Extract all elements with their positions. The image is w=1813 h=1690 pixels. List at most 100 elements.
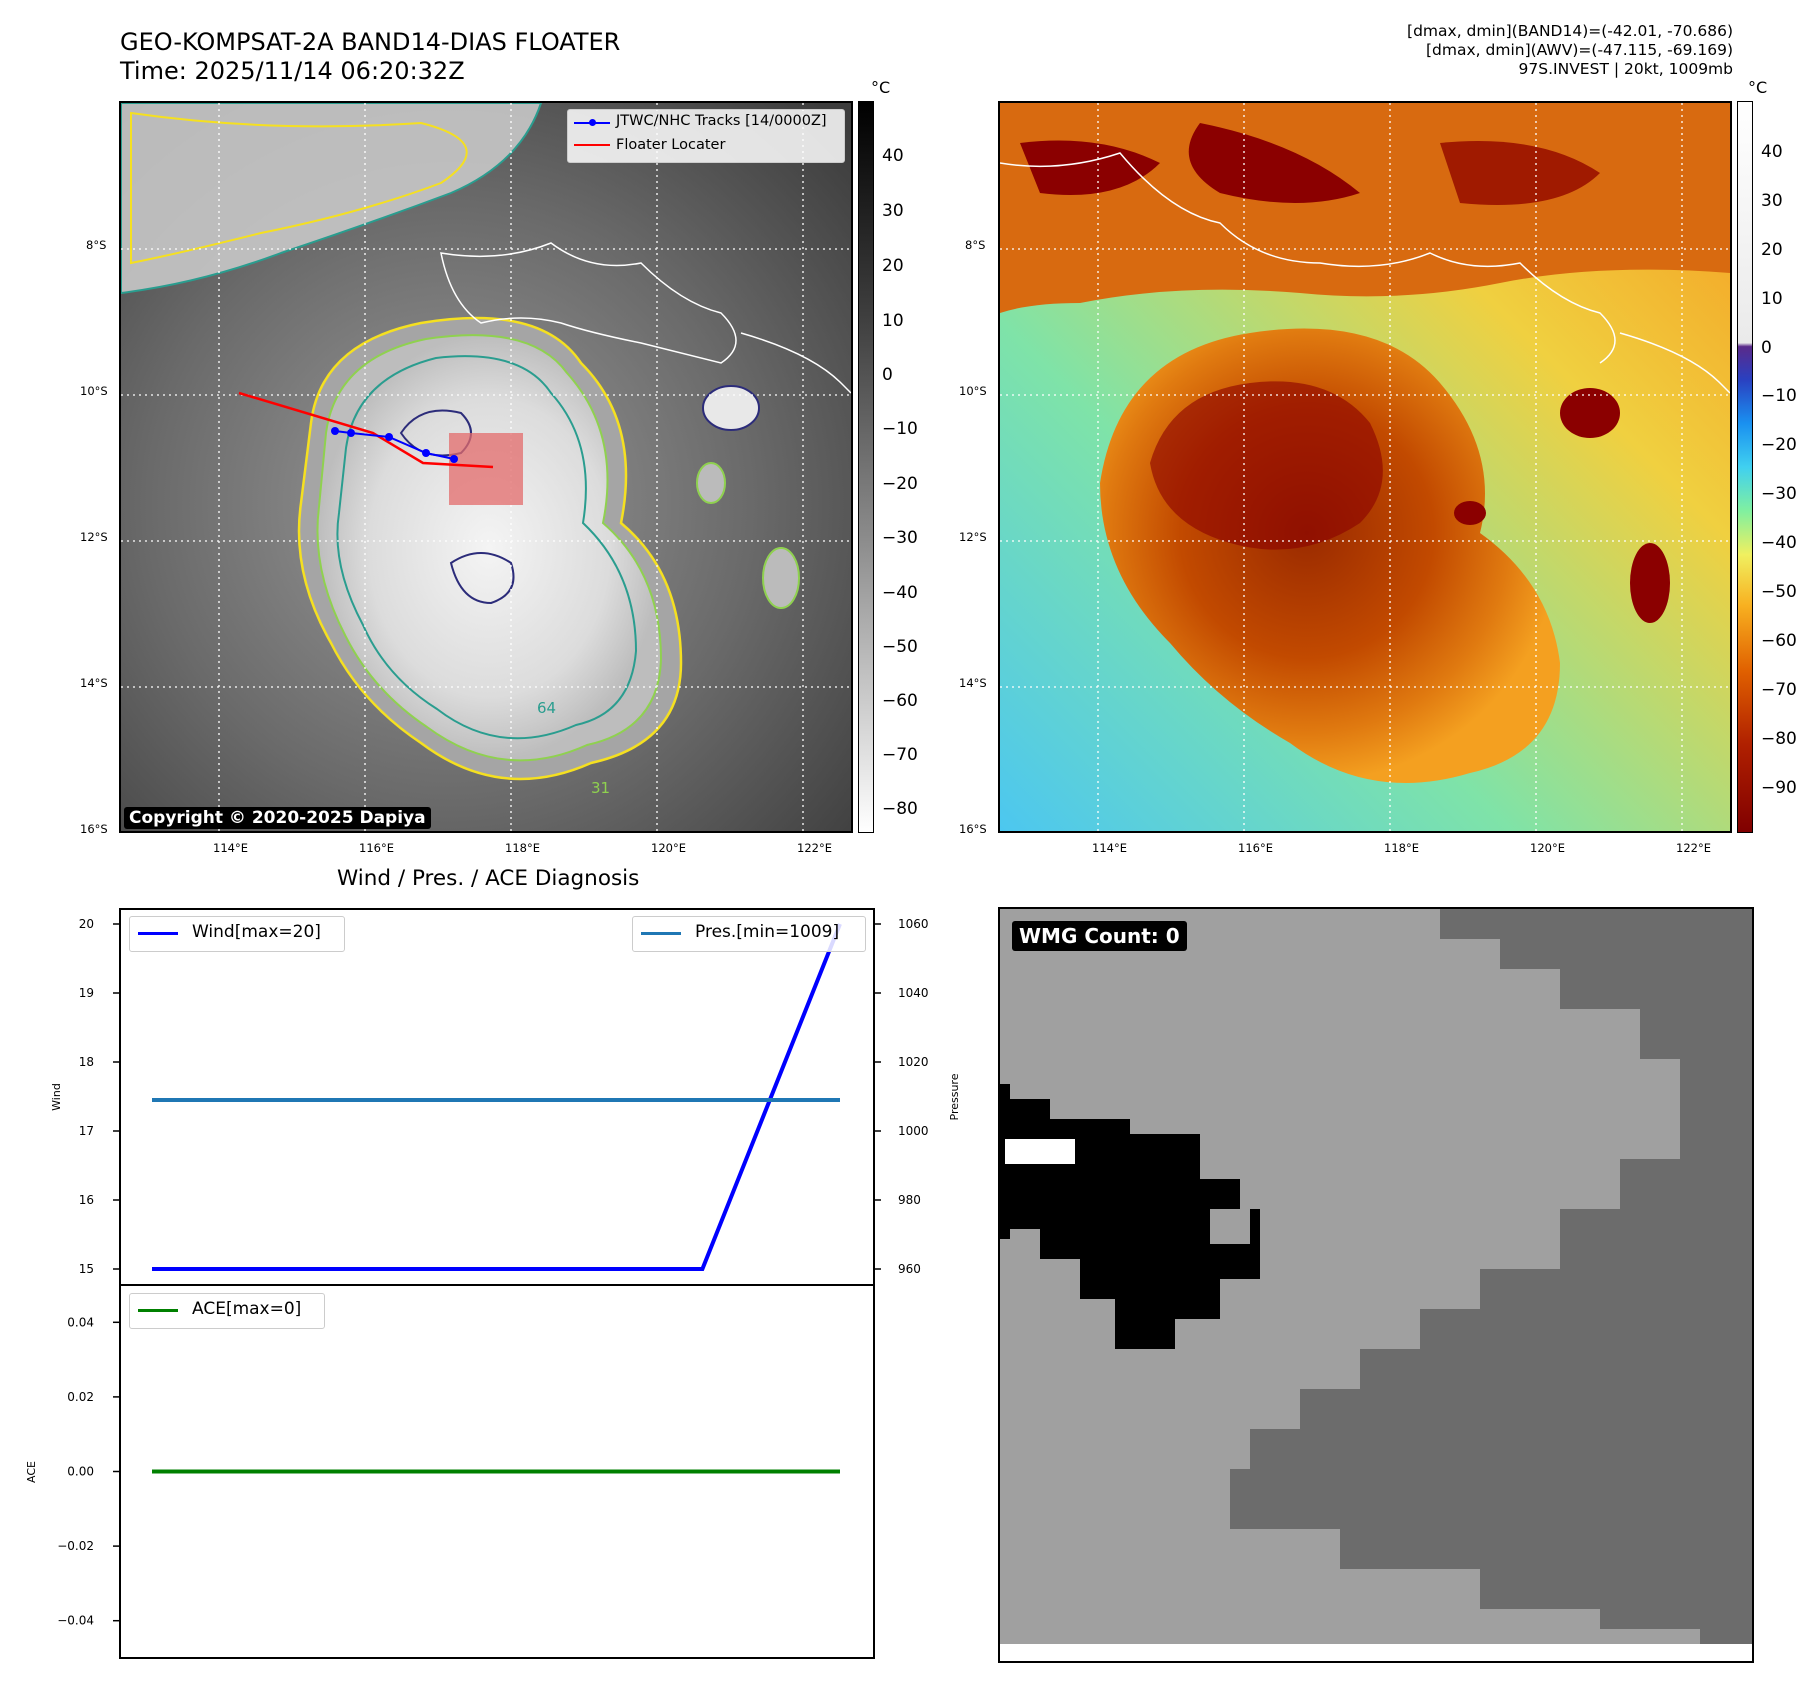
cb-right-tick: −10: [1761, 386, 1797, 406]
lon-tick: 120°E: [651, 841, 686, 855]
cb-left-tick: 40: [882, 146, 904, 166]
colorbar-left: [858, 101, 874, 833]
map-legend: JTWC/NHC Tracks [14/0000Z] Floater Locat…: [567, 109, 845, 163]
awv-gridlines: [1000, 103, 1730, 831]
lon-tick: 122°E: [797, 841, 832, 855]
legend-track-label: JTWC/NHC Tracks [14/0000Z]: [616, 113, 827, 129]
band14-map: 64 31: [121, 103, 851, 831]
lat-tick: 14°S: [959, 676, 987, 690]
cb-left-tick: −60: [882, 691, 918, 711]
legend-locater-label: Floater Locater: [616, 137, 726, 153]
cb-right-tick: 40: [1761, 142, 1783, 162]
cb-left-tick: 0: [882, 365, 893, 385]
lat-tick: 10°S: [959, 384, 987, 398]
lon-tick: 122°E: [1676, 841, 1711, 855]
colorbar-right-unit: °C: [1748, 78, 1768, 97]
legend-locater-swatch: [574, 144, 610, 146]
awv-cell-east-2: [1630, 543, 1670, 623]
cb-left-tick: −50: [882, 637, 918, 657]
pressure-legend-label: Pres.[min=1009]: [695, 922, 840, 942]
cb-right-tick: 30: [1761, 191, 1783, 211]
wind-ytick-label: 20: [79, 917, 94, 931]
awv-map-panel: [998, 101, 1732, 833]
copyright-badge: Copyright © 2020-2025 Dapiya: [124, 807, 431, 829]
lon-tick: 116°E: [359, 841, 394, 855]
lon-tick: 120°E: [1530, 841, 1565, 855]
ace-legend-label: ACE[max=0]: [192, 1299, 302, 1319]
wmg-map: [1000, 909, 1752, 1661]
contour-north: [121, 103, 543, 295]
lon-tick: 118°E: [1384, 841, 1419, 855]
ace-ytick-label: 0.00: [67, 1465, 94, 1479]
wmg-dark-region: [1230, 909, 1752, 1661]
awv-north-cell-2: [1020, 140, 1160, 195]
wmg-gray-hole: [1210, 1209, 1250, 1244]
contour-label-31: 31: [591, 779, 610, 797]
title-line-1: GEO-KOMPSAT-2A BAND14-DIAS FLOATER: [120, 28, 621, 56]
ace-ytick-label: 0.04: [67, 1315, 94, 1329]
convective-cell-1: [702, 385, 760, 431]
wind-legend-label: Wind[max=20]: [192, 922, 321, 942]
wind-axis-label: Wind: [50, 1083, 63, 1111]
ace-ytick-label: −0.04: [57, 1614, 94, 1628]
figure-title: GEO-KOMPSAT-2A BAND14-DIAS FLOATER Time:…: [120, 28, 620, 86]
cb-left-tick: −30: [882, 528, 918, 548]
lon-tick: 116°E: [1238, 841, 1273, 855]
pres-ytick-label: 980: [898, 1193, 921, 1207]
wind-ytick-label: 16: [79, 1193, 94, 1207]
wind-ytick-label: 19: [79, 986, 94, 1000]
cb-right-tick: −60: [1761, 631, 1797, 651]
wind-yticks: 15 16 17 18 19 20: [79, 917, 120, 1276]
awv-cell-east-3: [1454, 501, 1486, 525]
colorbar-left-unit: °C: [871, 78, 891, 97]
wmg-count-badge: WMG Count: 0: [1012, 921, 1187, 951]
lat-tick: 8°S: [86, 238, 107, 252]
cb-left-tick: 10: [882, 311, 904, 331]
info-line-3: 97S.INVEST | 20kt, 1009mb: [1518, 60, 1733, 78]
legend-track-swatch: [574, 116, 610, 130]
ace-legend-swatch: [138, 1309, 178, 1312]
info-line-2: [dmax, dmin](AWV)=(-47.115, -69.169): [1426, 41, 1733, 59]
ace-ytick-label: 0.02: [67, 1390, 94, 1404]
contour-teal: [336, 355, 638, 740]
awv-cell-east-1: [1560, 388, 1620, 438]
cb-right-tick: −70: [1761, 680, 1797, 700]
cb-right-tick: −80: [1761, 729, 1797, 749]
cb-left-tick: −70: [882, 745, 918, 765]
cb-right-tick: −40: [1761, 533, 1797, 553]
lat-tick: 12°S: [80, 530, 108, 544]
pressure-axis-label: Pressure: [948, 1073, 961, 1120]
pressure-legend-swatch: [641, 932, 681, 935]
awv-map: [1000, 103, 1730, 831]
pres-ytick-label: 1040: [898, 986, 929, 1000]
awv-north-cell-3: [1440, 141, 1600, 205]
ace-legend: ACE[max=0]: [129, 1293, 325, 1329]
lat-tick: 14°S: [80, 676, 108, 690]
diag-svg: 15 16 17 18 19 20 960 980 1000 1020 1040 1060 0.04…: [25, 908, 961, 1659]
coastline-java-bali: [440, 242, 737, 364]
colorbar-right: [1737, 101, 1753, 833]
lon-tick: 114°E: [1092, 841, 1127, 855]
cloud-band-north: [121, 103, 541, 293]
lat-tick: 10°S: [80, 384, 108, 398]
wind-series-line: [152, 923, 842, 1271]
info-line-1: [dmax, dmin](BAND14)=(-42.01, -70.686): [1407, 22, 1733, 40]
contour-yellow: [297, 316, 683, 781]
ace-axis-label: ACE: [25, 1461, 38, 1483]
cb-left-tick: −80: [882, 799, 918, 819]
lat-tick: 12°S: [959, 530, 987, 544]
cb-right-tick: −20: [1761, 435, 1797, 455]
contour-dark-2: [449, 552, 515, 605]
wind-legend-swatch: [138, 932, 178, 935]
cb-right-tick: −50: [1761, 582, 1797, 602]
cb-left-tick: −10: [882, 419, 918, 439]
wind-ytick-label: 17: [79, 1124, 94, 1138]
band14-map-panel: 64 31 JTWC/NHC Tracks [14/0000Z] Floater…: [119, 101, 853, 833]
title-line-2: Time: 2025/11/14 06:20:32Z: [120, 57, 465, 85]
pres-ytick-label: 1000: [898, 1124, 929, 1138]
lat-tick: 16°S: [959, 822, 987, 836]
cb-left-tick: −20: [882, 474, 918, 494]
lat-tick: 8°S: [965, 238, 986, 252]
pres-ytick-label: 960: [898, 1262, 921, 1276]
jtwc-track-points: [331, 427, 458, 463]
